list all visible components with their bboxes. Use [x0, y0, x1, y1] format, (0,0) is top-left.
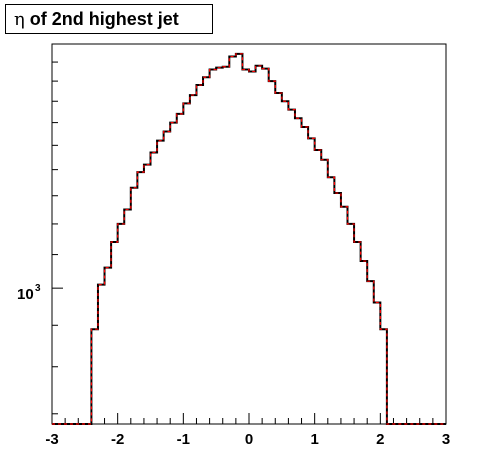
chart-title: of 2nd highest jet [29, 8, 179, 29]
x-tick-label: 2 [376, 431, 384, 448]
x-tick-label: 3 [442, 431, 450, 448]
x-tick-label: 0 [245, 431, 253, 448]
x-tick-label: -2 [111, 431, 124, 448]
series-line-red-dashed [52, 53, 446, 425]
x-tick-label: 1 [310, 431, 318, 448]
x-tick-label: -3 [45, 431, 58, 448]
chart-title-symbol: η [14, 8, 25, 30]
series-group [52, 52, 446, 425]
y-tick-label-exponent: 3 [35, 283, 41, 294]
y-tick-label-base: 10 [17, 286, 34, 303]
chart-title-box: η of 2nd highest jet [5, 4, 213, 34]
tick-labels: -3 -2 -1 0 1 2 310 3 [17, 283, 450, 448]
axis-ticks [51, 43, 447, 424]
x-tick-label: -1 [177, 431, 190, 448]
